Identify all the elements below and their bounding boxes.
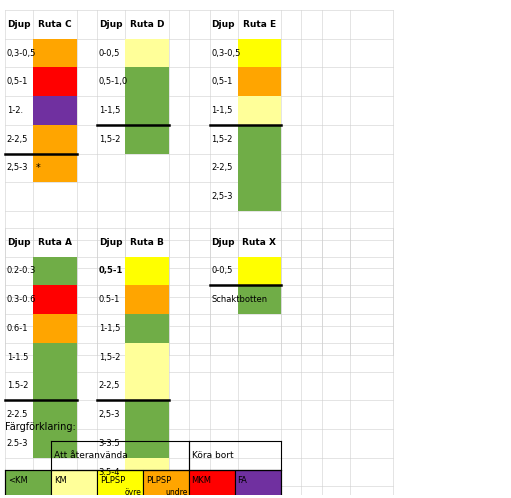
Bar: [238, 285, 281, 314]
Bar: [235, 470, 281, 498]
Bar: [51, 470, 97, 498]
Bar: [125, 96, 169, 125]
Bar: [33, 39, 77, 67]
Text: 0-0,5: 0-0,5: [99, 48, 120, 57]
Bar: [238, 182, 281, 211]
Text: Färgförklaring:: Färgförklaring:: [5, 422, 76, 432]
Text: <KM: <KM: [8, 476, 28, 485]
Bar: [125, 372, 169, 400]
Bar: [189, 470, 235, 498]
Text: Djup: Djup: [7, 20, 31, 29]
Text: 2.5-3: 2.5-3: [7, 439, 28, 448]
Bar: [125, 39, 169, 67]
Bar: [125, 125, 169, 153]
Text: 1.5-2: 1.5-2: [7, 381, 28, 390]
Text: Ruta D: Ruta D: [130, 20, 164, 29]
Bar: [33, 285, 77, 314]
Bar: [33, 400, 77, 429]
Bar: [238, 96, 281, 125]
Text: Ruta C: Ruta C: [38, 20, 72, 29]
Text: Ruta A: Ruta A: [38, 238, 72, 247]
Text: PLPSP: PLPSP: [100, 476, 125, 485]
Text: 0,3-0,5: 0,3-0,5: [211, 48, 240, 57]
Bar: [33, 314, 77, 343]
Text: *: *: [35, 163, 40, 173]
Text: 3.5-4: 3.5-4: [99, 468, 120, 477]
Bar: [5, 470, 51, 498]
Text: 0.3-0.6: 0.3-0.6: [7, 295, 36, 304]
Text: FA: FA: [238, 476, 247, 485]
Text: 2-2.5: 2-2.5: [7, 410, 28, 419]
Text: Djup: Djup: [99, 238, 123, 247]
Bar: [143, 470, 189, 498]
Text: 0.2-0.3: 0.2-0.3: [7, 266, 36, 275]
Text: Djup: Djup: [212, 20, 235, 29]
Text: Djup: Djup: [212, 238, 235, 247]
Text: Köra bort: Köra bort: [192, 451, 233, 460]
Text: 2-2,5: 2-2,5: [7, 134, 28, 144]
Bar: [33, 429, 77, 458]
Text: 0.5-1: 0.5-1: [99, 295, 120, 304]
Text: 1-1,5: 1-1,5: [99, 106, 120, 115]
Bar: [238, 153, 281, 182]
Text: MKM: MKM: [192, 476, 212, 485]
Bar: [33, 96, 77, 125]
Bar: [125, 256, 169, 285]
Text: 1,5-2: 1,5-2: [99, 134, 120, 144]
Bar: [33, 125, 77, 153]
Text: 1-2.: 1-2.: [7, 106, 23, 115]
Bar: [33, 67, 77, 96]
Text: 0,5-1: 0,5-1: [99, 266, 123, 275]
Text: 0,5-1: 0,5-1: [211, 77, 233, 86]
Bar: [33, 256, 77, 285]
Text: Djup: Djup: [7, 238, 31, 247]
Bar: [125, 314, 169, 343]
Text: 0,3-0,5: 0,3-0,5: [7, 48, 36, 57]
Text: 2,5-3: 2,5-3: [99, 410, 120, 419]
Text: 2-2,5: 2-2,5: [99, 381, 120, 390]
Text: 1,5-2: 1,5-2: [99, 353, 120, 362]
Bar: [238, 256, 281, 285]
Text: undre: undre: [165, 489, 188, 498]
Bar: [125, 343, 169, 372]
Bar: [125, 285, 169, 314]
Text: 1-1,5: 1-1,5: [99, 324, 120, 333]
Text: Ruta E: Ruta E: [243, 20, 276, 29]
Bar: [125, 429, 169, 458]
Text: 0,5-1,0: 0,5-1,0: [99, 77, 128, 86]
Text: övre: övre: [125, 489, 142, 498]
Bar: [125, 67, 169, 96]
Text: 1-1.5: 1-1.5: [7, 353, 28, 362]
Bar: [97, 470, 143, 498]
Text: Ruta B: Ruta B: [130, 238, 164, 247]
Text: 3-3.5: 3-3.5: [99, 439, 120, 448]
Text: 0,5-1: 0,5-1: [7, 77, 28, 86]
Text: PLPSP: PLPSP: [146, 476, 171, 485]
Text: 2-2,5: 2-2,5: [211, 163, 233, 172]
Text: Ruta X: Ruta X: [242, 238, 276, 247]
Text: 2,5-3: 2,5-3: [7, 163, 28, 172]
Text: Att återanvända: Att återanvända: [54, 451, 127, 460]
Text: 0.6-1: 0.6-1: [7, 324, 28, 333]
Text: 1-1,5: 1-1,5: [211, 106, 233, 115]
Text: Schaktbotten: Schaktbotten: [211, 295, 267, 304]
Bar: [238, 125, 281, 153]
Text: Djup: Djup: [99, 20, 123, 29]
Bar: [33, 372, 77, 400]
Bar: [238, 67, 281, 96]
Text: 0-0,5: 0-0,5: [211, 266, 233, 275]
Text: 2,5-3: 2,5-3: [211, 192, 233, 201]
Bar: [238, 39, 281, 67]
Bar: [125, 458, 169, 487]
Text: KM: KM: [54, 476, 66, 485]
Bar: [33, 153, 77, 182]
Bar: [125, 400, 169, 429]
Text: 1,5-2: 1,5-2: [211, 134, 233, 144]
Bar: [33, 343, 77, 372]
